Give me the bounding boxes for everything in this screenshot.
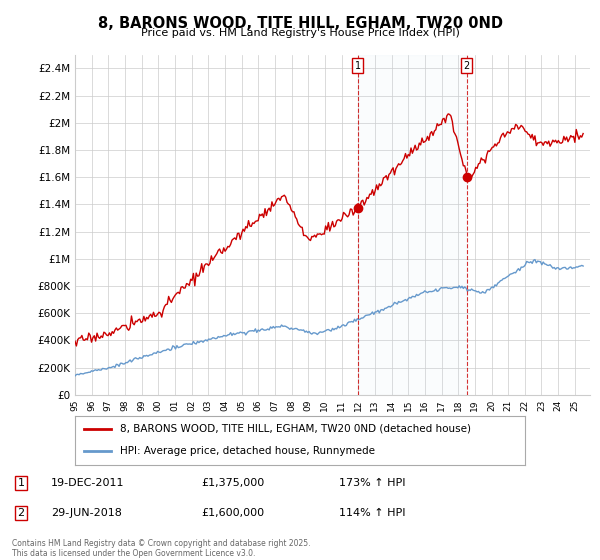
Text: Price paid vs. HM Land Registry's House Price Index (HPI): Price paid vs. HM Land Registry's House … [140,28,460,38]
Text: 2: 2 [17,508,25,518]
Text: 8, BARONS WOOD, TITE HILL, EGHAM, TW20 0ND (detached house): 8, BARONS WOOD, TITE HILL, EGHAM, TW20 0… [120,424,471,434]
Text: Contains HM Land Registry data © Crown copyright and database right 2025.
This d: Contains HM Land Registry data © Crown c… [12,539,311,558]
Text: 114% ↑ HPI: 114% ↑ HPI [339,508,406,518]
Bar [358,55,467,395]
Text: 2: 2 [463,60,470,71]
Text: 173% ↑ HPI: 173% ↑ HPI [339,478,406,488]
Text: 29-JUN-2018: 29-JUN-2018 [51,508,122,518]
Text: £1,375,000: £1,375,000 [201,478,264,488]
Text: HPI: Average price, detached house, Runnymede: HPI: Average price, detached house, Runn… [120,446,375,456]
Text: 8, BARONS WOOD, TITE HILL, EGHAM, TW20 0ND: 8, BARONS WOOD, TITE HILL, EGHAM, TW20 0… [97,16,503,31]
Text: 1: 1 [17,478,25,488]
Text: 19-DEC-2011: 19-DEC-2011 [51,478,125,488]
Text: 1: 1 [355,60,361,71]
Text: £1,600,000: £1,600,000 [201,508,264,518]
